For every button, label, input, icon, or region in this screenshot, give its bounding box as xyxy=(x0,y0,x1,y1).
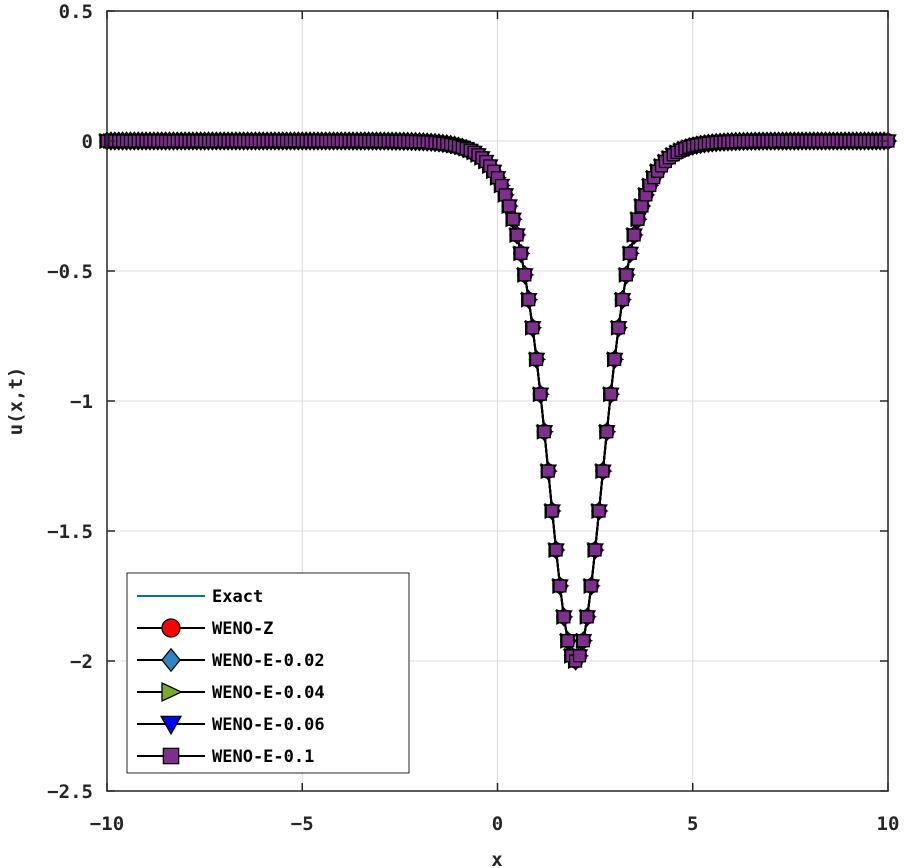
data-point xyxy=(635,199,649,213)
x-tick-label: 0 xyxy=(492,813,503,835)
data-point xyxy=(533,387,548,401)
legend-label: WENO-E-0.1 xyxy=(212,747,314,767)
data-point xyxy=(537,425,551,439)
legend-item: WENO-E-0.02 xyxy=(137,647,325,673)
data-point xyxy=(596,464,610,478)
data-point xyxy=(529,352,544,366)
data-point xyxy=(580,610,594,624)
y-tick-label: −1 xyxy=(70,391,93,413)
legend-marker xyxy=(161,618,181,638)
legend-label: WENO-Z xyxy=(212,619,273,639)
data-point xyxy=(572,649,587,663)
legend-marker xyxy=(161,681,183,703)
data-point xyxy=(518,268,532,282)
data-point xyxy=(502,199,516,213)
series-layer xyxy=(98,131,898,671)
x-axis-label: x xyxy=(491,849,502,868)
data-point xyxy=(557,610,571,624)
data-point xyxy=(576,634,591,648)
data-point xyxy=(549,543,563,557)
y-tick-label: −2 xyxy=(70,651,93,673)
data-point xyxy=(561,634,575,648)
y-axis-label: u(x,t) xyxy=(5,367,27,436)
data-point xyxy=(600,425,614,439)
legend-label: Exact xyxy=(212,587,263,607)
data-point xyxy=(526,321,540,335)
y-tick-label: 0 xyxy=(82,131,93,153)
legend-item: Exact xyxy=(137,587,263,607)
legend-box xyxy=(126,572,410,774)
data-point xyxy=(584,579,598,593)
data-point xyxy=(506,212,520,226)
legend-label: WENO-E-0.06 xyxy=(212,715,325,735)
data-point xyxy=(588,543,602,557)
grid xyxy=(106,10,889,792)
legend-label: WENO-E-0.02 xyxy=(212,651,325,671)
data-point xyxy=(604,387,618,401)
y-tick-label: −0.5 xyxy=(47,261,93,283)
legend-item: WENO-Z xyxy=(137,618,273,639)
plot-area xyxy=(98,131,898,671)
series-weno-e-0-1 xyxy=(100,134,895,668)
legend-label: WENO-E-0.04 xyxy=(212,683,325,703)
data-point xyxy=(498,188,512,202)
legend-marker xyxy=(162,747,180,765)
x-tick-label: 5 xyxy=(687,813,698,835)
data-point xyxy=(619,268,633,282)
legend: Exact WENO-Z WENO-E-0.02 WENO-E-0.04 WENO-E-… xyxy=(126,572,410,774)
legend-marker xyxy=(159,715,183,736)
data-point xyxy=(631,212,645,226)
tick-labels: −10 −5 0 5 10 0.5 0 −0.5 −1 −1.5 −2 −2.5 xyxy=(47,1,899,835)
data-point xyxy=(608,352,622,366)
data-point xyxy=(553,579,567,593)
legend-item: WENO-E-0.06 xyxy=(137,715,325,736)
y-tick-label: 0.5 xyxy=(59,1,93,23)
data-point xyxy=(545,504,559,518)
x-tick-label: −5 xyxy=(291,813,314,835)
data-point xyxy=(522,293,536,307)
data-point xyxy=(611,321,626,335)
data-point xyxy=(592,504,606,518)
legend-marker xyxy=(161,647,181,673)
data-point xyxy=(623,246,637,260)
data-point xyxy=(627,228,641,242)
x-tick-label: 10 xyxy=(877,813,900,835)
data-point xyxy=(615,293,630,307)
data-point xyxy=(514,246,528,260)
y-tick-label: −1.5 xyxy=(47,521,93,543)
legend-item: WENO-E-0.04 xyxy=(137,681,325,703)
x-tick-label: −10 xyxy=(90,813,124,835)
y-tick-label: −2.5 xyxy=(47,781,93,803)
ticks xyxy=(106,10,889,792)
data-point xyxy=(541,464,555,478)
data-point xyxy=(510,228,524,242)
legend-item: WENO-E-0.1 xyxy=(137,747,314,767)
